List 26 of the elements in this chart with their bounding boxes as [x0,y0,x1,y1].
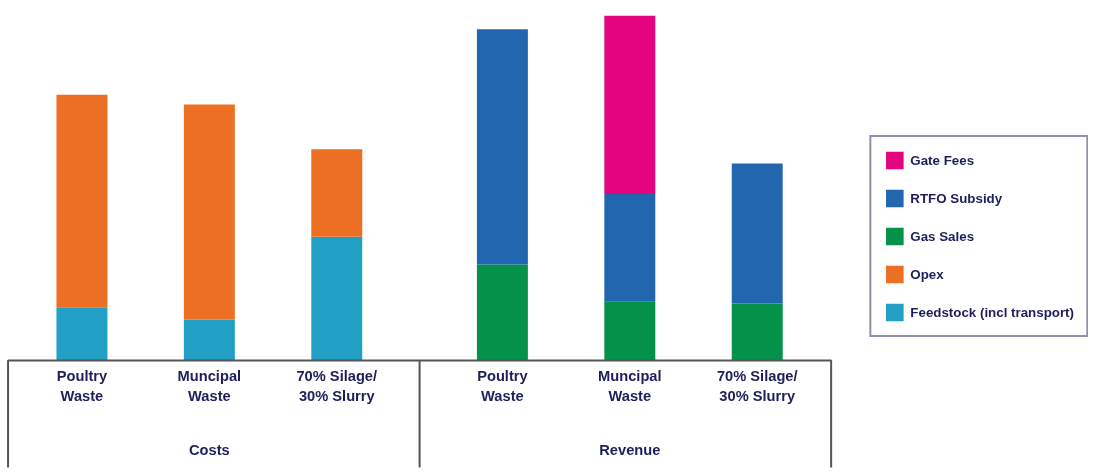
bar [56,94,108,308]
bar [604,194,656,302]
x-tick-label: Poultry Waste [56,367,109,405]
bar [731,303,783,361]
bar [476,264,528,361]
legend-label: RTFO Subsidy [910,190,1003,206]
bar [56,307,108,361]
legend-label: Opex [910,266,944,282]
bar [604,15,656,195]
text: Costs [189,441,230,458]
bar [183,104,235,320]
x-tick-label: 70% Silage/ 30% Slurry [716,367,798,405]
bar [311,149,363,237]
x-tick-label: Poultry Waste [477,367,529,405]
x-tick-label: Muncipal Waste [177,367,242,405]
bar [183,319,235,361]
bar [476,29,528,265]
text: Revenue [599,441,661,458]
x-tick-label: Muncipal Waste [598,367,662,405]
bar [731,163,783,304]
legend-label: Feedstock (incl transport) [910,304,1074,320]
legend-label: Gas Sales [910,228,975,244]
bar [311,236,363,361]
bar [604,301,656,361]
x-tick-label: 70% Silage/ 30% Slurry [296,367,378,405]
legend-label: Gate Fees [910,152,975,168]
